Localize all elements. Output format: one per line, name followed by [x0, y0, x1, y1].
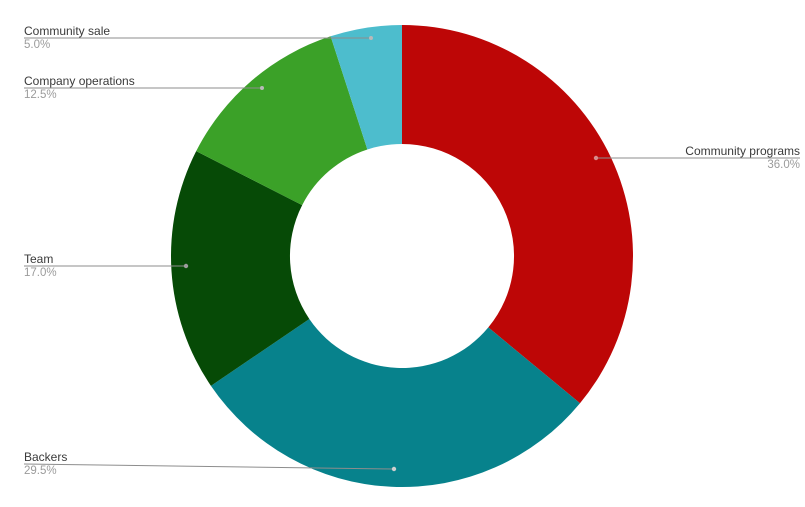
- slice-backers[interactable]: [210, 318, 580, 488]
- callout-community-sale[interactable]: Community sale 5.0%: [24, 24, 110, 53]
- callout-label-community-sale: Community sale: [24, 24, 111, 38]
- callout-company-operations[interactable]: Company operations 12.5%: [24, 74, 135, 103]
- slice-team[interactable]: [171, 151, 310, 386]
- leader-dot-team: [183, 263, 189, 269]
- slice-company-operations[interactable]: [196, 36, 368, 206]
- slice-community-sale[interactable]: [330, 25, 402, 150]
- leader-dot-company-operations: [260, 86, 264, 90]
- slice-community-programs[interactable]: [402, 25, 633, 404]
- callout-label-company-operations: Company operations: [24, 74, 135, 88]
- callout-value-company-operations: 12.5%: [24, 89, 57, 101]
- callout-label-community-programs: Community programs: [685, 144, 800, 158]
- callout-value-community-sale: 5.0%: [24, 39, 51, 51]
- callout-team[interactable]: Team 17.0%: [24, 252, 57, 281]
- callout-value-community-programs: 36.0%: [767, 159, 800, 171]
- leader-dot-community-programs: [593, 155, 599, 161]
- callout-value-backers: 29.5%: [24, 465, 57, 477]
- callout-label-team: Team: [24, 252, 54, 266]
- callout-label-backers: Backers: [24, 450, 68, 464]
- leader-dot-community-sale: [369, 36, 373, 40]
- callout-community-programs[interactable]: Community programs 36.0%: [685, 144, 800, 173]
- leader-dot-backers: [391, 466, 397, 472]
- donut-slices: [171, 25, 633, 488]
- callout-value-team: 17.0%: [24, 267, 57, 279]
- leader-line-backers: [23, 463, 395, 470]
- leader-lines: [23, 36, 800, 472]
- callout-backers[interactable]: Backers 29.5%: [24, 450, 67, 479]
